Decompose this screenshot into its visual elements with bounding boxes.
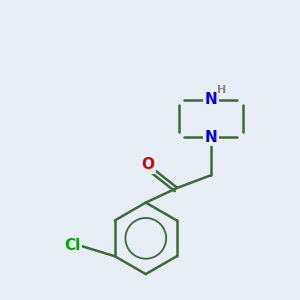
Text: N: N: [205, 130, 218, 145]
Text: O: O: [141, 157, 154, 172]
Text: N: N: [205, 92, 218, 107]
Text: H: H: [217, 85, 226, 95]
Text: Cl: Cl: [64, 238, 81, 253]
